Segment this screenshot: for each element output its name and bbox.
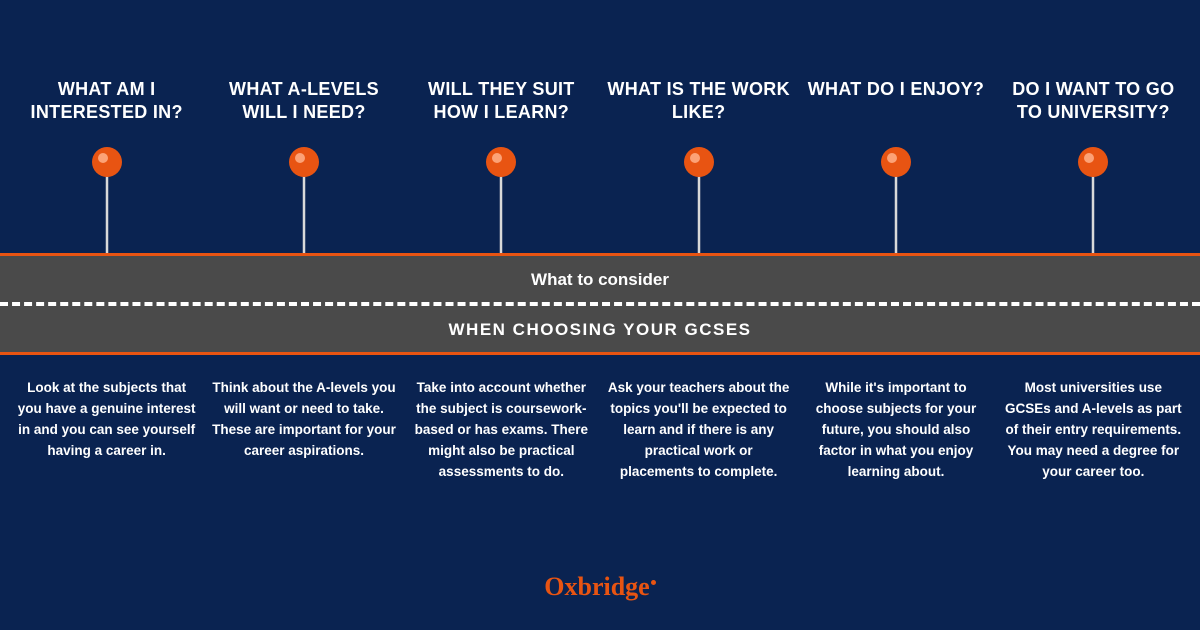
description-text: Ask your teachers about the topics you'l… [606, 378, 791, 483]
question-title: WHAT A-LEVELS WILL I NEED? [211, 78, 396, 123]
road-banner: What to consider WHEN CHOOSING YOUR GCSE… [0, 253, 1200, 355]
pin-col [8, 145, 205, 255]
question-col: WILL THEY SUIT HOW I LEARN? [403, 78, 600, 123]
question-col: WHAT DO I ENJOY? [797, 78, 994, 123]
desc-col: Look at the subjects that you have a gen… [8, 378, 205, 483]
question-title: WHAT IS THE WORK LIKE? [606, 78, 791, 123]
description-text: Look at the subjects that you have a gen… [14, 378, 199, 462]
desc-col: While it's important to choose subjects … [797, 378, 994, 483]
question-col: WHAT AM I INTERESTED IN? [8, 78, 205, 123]
pin-col [995, 145, 1192, 255]
logo-text: Oxbridge [544, 572, 649, 601]
questions-row: WHAT AM I INTERESTED IN? WHAT A-LEVELS W… [0, 78, 1200, 123]
pin-col [797, 145, 994, 255]
desc-col: Take into account whether the subject is… [403, 378, 600, 483]
desc-col: Most universities use GCSEs and A-levels… [995, 378, 1192, 483]
map-pin-icon [879, 145, 913, 255]
question-title: WHAT DO I ENJOY? [803, 78, 988, 101]
question-title: DO I WANT TO GO TO UNIVERSITY? [1001, 78, 1186, 123]
pin-col [600, 145, 797, 255]
logo-dot-icon [651, 580, 656, 585]
description-text: Take into account whether the subject is… [409, 378, 594, 483]
question-title: WILL THEY SUIT HOW I LEARN? [409, 78, 594, 123]
question-col: WHAT A-LEVELS WILL I NEED? [205, 78, 402, 123]
pin-col [205, 145, 402, 255]
pin-col [403, 145, 600, 255]
question-col: DO I WANT TO GO TO UNIVERSITY? [995, 78, 1192, 123]
road-line1: What to consider [0, 270, 1200, 290]
desc-col: Ask your teachers about the topics you'l… [600, 378, 797, 483]
descriptions-row: Look at the subjects that you have a gen… [0, 378, 1200, 483]
description-text: While it's important to choose subjects … [803, 378, 988, 483]
map-pin-icon [682, 145, 716, 255]
description-text: Think about the A-levels you will want o… [211, 378, 396, 462]
pins-row [0, 145, 1200, 255]
map-pin-icon [287, 145, 321, 255]
description-text: Most universities use GCSEs and A-levels… [1001, 378, 1186, 483]
map-pin-icon [90, 145, 124, 255]
question-col: WHAT IS THE WORK LIKE? [600, 78, 797, 123]
question-title: WHAT AM I INTERESTED IN? [14, 78, 199, 123]
map-pin-icon [1076, 145, 1110, 255]
map-pin-icon [484, 145, 518, 255]
brand-logo: Oxbridge [0, 572, 1200, 602]
road-line2: WHEN CHOOSING YOUR GCSES [0, 320, 1200, 340]
desc-col: Think about the A-levels you will want o… [205, 378, 402, 483]
